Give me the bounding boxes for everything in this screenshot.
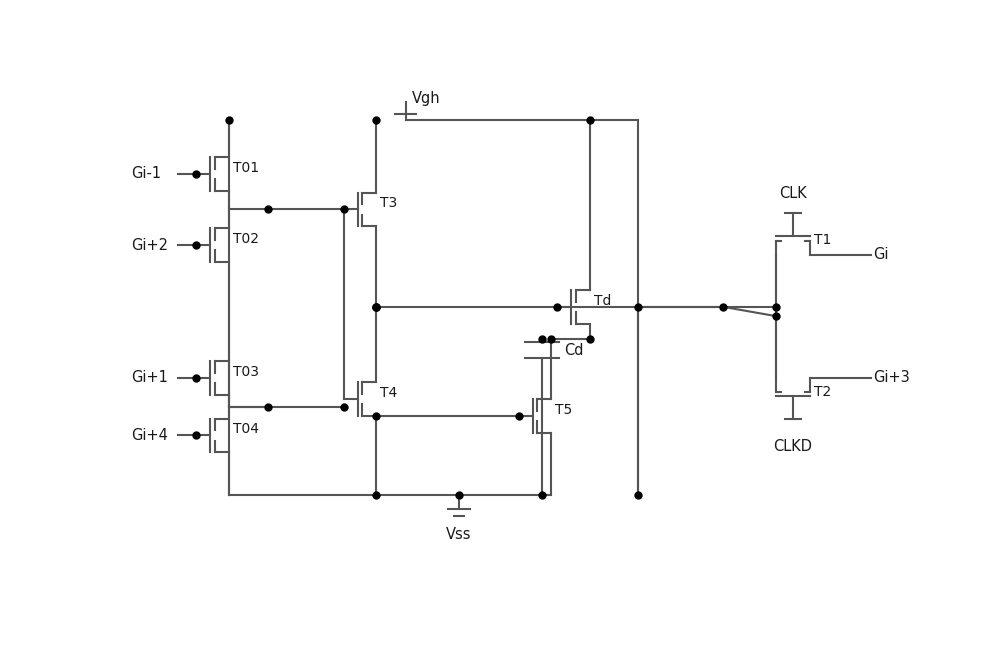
- Text: Gi+2: Gi+2: [131, 238, 168, 253]
- Text: T03: T03: [233, 365, 259, 378]
- Text: CLK: CLK: [779, 186, 807, 201]
- Text: T3: T3: [380, 196, 397, 211]
- Text: T4: T4: [380, 386, 397, 400]
- Text: Gi+4: Gi+4: [131, 428, 168, 443]
- Text: Td: Td: [594, 293, 611, 308]
- Text: T2: T2: [814, 386, 831, 399]
- Text: Cd: Cd: [564, 343, 583, 357]
- Text: Gi+3: Gi+3: [873, 370, 910, 385]
- Text: CLKD: CLKD: [774, 440, 813, 454]
- Text: T04: T04: [233, 422, 259, 436]
- Text: T5: T5: [555, 403, 572, 417]
- Text: T02: T02: [233, 232, 259, 246]
- Text: Vss: Vss: [446, 527, 472, 542]
- Text: T01: T01: [233, 161, 259, 174]
- Text: Vgh: Vgh: [412, 91, 440, 106]
- Text: Gi+1: Gi+1: [131, 370, 168, 385]
- Text: T1: T1: [814, 233, 831, 247]
- Text: Gi-1: Gi-1: [131, 166, 161, 181]
- Text: Gi: Gi: [873, 247, 888, 262]
